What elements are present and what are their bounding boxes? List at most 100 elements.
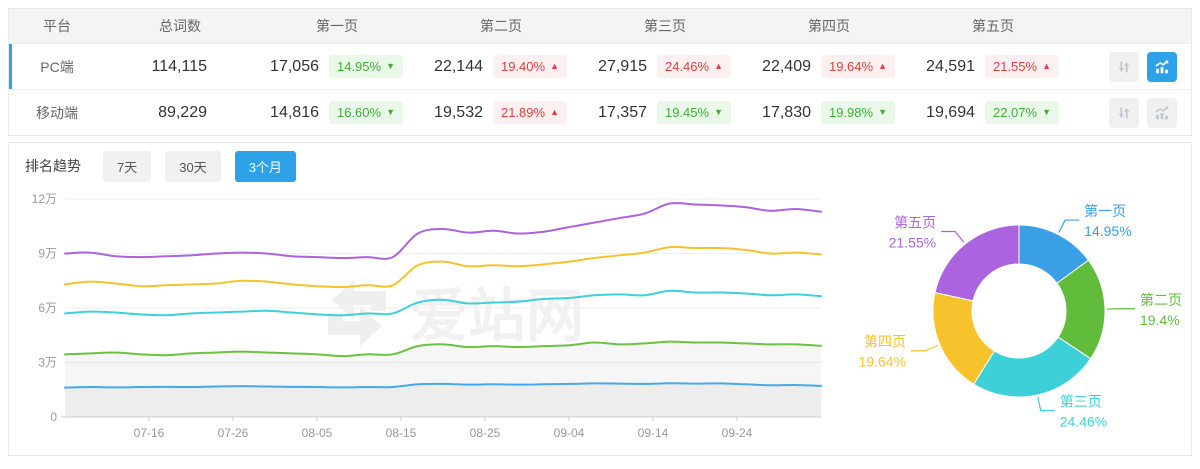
donut-slice-5[interactable]	[934, 224, 1020, 302]
page1-count: 14,816	[270, 103, 319, 121]
donut-label-value-5: 21.55%	[889, 234, 936, 250]
donut-label-name-1: 第一页	[1084, 203, 1126, 219]
y-axis-tick-label: 0	[50, 410, 57, 424]
trend-line-5[interactable]	[64, 202, 822, 260]
trend-arrow-icon	[386, 62, 395, 71]
trend-line-1[interactable]	[64, 382, 822, 389]
page3-cell: 17,357 19.45%	[583, 101, 747, 124]
donut-label-line	[941, 230, 965, 243]
trend-arrow-icon	[714, 62, 723, 71]
bar-chart-icon	[1155, 106, 1169, 119]
page2-change-badge: 19.40%	[492, 55, 567, 78]
page3-change-badge: 19.45%	[656, 101, 731, 124]
trend-title: 排名趋势	[25, 158, 81, 174]
trend-arrow-icon	[550, 62, 559, 71]
page1-change-badge: 16.60%	[328, 101, 403, 124]
watermark-logo-icon	[328, 306, 382, 346]
tab-7days[interactable]: 7天	[103, 150, 152, 182]
watermark-logo-icon	[332, 280, 386, 320]
x-axis-tick-label: 07-26	[218, 426, 249, 440]
col-header-platform: 平台	[43, 18, 71, 34]
page1-change-badge: 14.95%	[328, 55, 403, 78]
page4-cell: 22,409 19.64%	[747, 55, 911, 78]
page5-count: 19,694	[926, 103, 975, 121]
page1-count: 17,056	[270, 57, 319, 75]
donut-label-value-4: 19.64%	[859, 354, 906, 370]
x-axis-tick-label: 09-24	[722, 426, 753, 440]
trend-arrow-icon	[714, 108, 723, 117]
x-axis-tick-label: 08-05	[302, 426, 333, 440]
donut-label-value-2: 19.4%	[1140, 312, 1180, 328]
page4-cell: 17,830 19.98%	[747, 101, 911, 124]
y-axis-tick-label: 12万	[32, 192, 57, 206]
total-words-value: 89,229	[158, 103, 207, 121]
sort-button[interactable]	[1109, 97, 1139, 128]
aizhan-watermark: 爱站网	[328, 280, 584, 349]
page3-cell: 27,915 24.46%	[583, 55, 747, 78]
page3-change-badge: 24.46%	[656, 55, 731, 78]
page5-count: 24,591	[926, 57, 975, 75]
donut-label-name-3: 第三页	[1060, 394, 1102, 410]
tab-3months[interactable]: 3个月	[234, 150, 296, 182]
trend-chart-button[interactable]	[1147, 97, 1177, 128]
page4-change-badge: 19.64%	[820, 55, 895, 78]
y-axis-tick-label: 9万	[38, 247, 57, 261]
donut-label-line	[1058, 219, 1080, 233]
y-axis-tick-label: 3万	[38, 356, 57, 370]
col-header-total: 总词数	[159, 18, 201, 34]
tab-30days[interactable]: 30天	[165, 150, 221, 182]
x-axis-tick-label: 09-04	[554, 426, 585, 440]
donut-label-line	[911, 344, 939, 352]
bar-chart-icon	[1155, 60, 1169, 73]
keyword-stats-table: 平台 总词数 第一页 第二页 第三页 第四页 第五页 PC端 114,115 1…	[8, 8, 1192, 136]
page3-count: 27,915	[598, 57, 647, 75]
platform-label: 移动端	[36, 104, 78, 121]
sort-button[interactable]	[1109, 51, 1139, 82]
trend-line-2[interactable]	[64, 340, 822, 358]
trend-chart-button[interactable]	[1147, 51, 1177, 82]
x-axis-tick-label: 08-15	[386, 426, 417, 440]
rank-trend-panel: 排名趋势 7天 30天 3个月 0 3万 6万 9万 12万 爱站网 07-16 07-26 0…	[8, 142, 1192, 456]
platform-label: PC端	[40, 58, 74, 75]
page1-cell: 14,816 16.60%	[255, 101, 419, 124]
total-words-value: 114,115	[151, 57, 207, 75]
donut-label-line	[1037, 396, 1055, 412]
page2-cell: 19,532 21.89%	[419, 101, 583, 124]
donut-slice-3[interactable]	[973, 336, 1092, 398]
page5-cell: 19,694 22.07%	[911, 101, 1075, 124]
trend-arrow-icon	[878, 62, 887, 71]
col-header-page4: 第四页	[808, 18, 850, 34]
col-header-page5: 第五页	[972, 18, 1014, 34]
donut-label-name-2: 第二页	[1140, 292, 1182, 308]
page1-cell: 17,056 14.95%	[255, 55, 419, 78]
sort-arrows-icon	[1118, 61, 1130, 72]
page4-count: 22,409	[762, 57, 811, 75]
page5-change-badge: 21.55%	[984, 55, 1059, 78]
x-axis-tick-label: 09-14	[638, 426, 669, 440]
trend-arrow-icon	[1042, 108, 1051, 117]
watermark-text: 爱站网	[410, 284, 584, 349]
trend-line-3[interactable]	[64, 289, 822, 317]
table-header-row: 平台 总词数 第一页 第二页 第三页 第四页 第五页	[9, 9, 1191, 43]
page2-count: 19,532	[434, 103, 483, 121]
donut-label-value-1: 14.95%	[1084, 223, 1131, 239]
trend-arrow-icon	[1042, 62, 1051, 71]
trend-area-line-2	[65, 342, 821, 417]
trend-line-4[interactable]	[64, 245, 822, 289]
page3-count: 17,357	[598, 103, 647, 121]
x-axis-tick-label: 08-25	[470, 426, 501, 440]
page4-change-badge: 19.98%	[820, 101, 895, 124]
col-header-page3: 第三页	[644, 18, 686, 34]
x-axis-tick-label: 07-16	[134, 426, 165, 440]
table-row-mobile[interactable]: 移动端 89,229 14,816 16.60% 19,532 21.89% 1…	[9, 89, 1191, 135]
trend-arrow-icon	[386, 108, 395, 117]
donut-label-name-4: 第四页	[864, 334, 906, 350]
donut-label-name-5: 第五页	[894, 214, 936, 230]
table-row-pc[interactable]: PC端 114,115 17,056 14.95% 22,144 19.40% …	[9, 43, 1191, 89]
charts-row: 0 3万 6万 9万 12万 爱站网 07-16 07-26 08-05 08-15 08-25 09…	[9, 183, 1191, 455]
page2-cell: 22,144 19.40%	[419, 55, 583, 78]
trend-arrow-icon	[550, 108, 559, 117]
page-distribution-donut-chart: 第一页 14.95% 第二页 19.4% 第三页 24.46% 第四页 19.64% 第五页 21…	[859, 203, 1182, 430]
